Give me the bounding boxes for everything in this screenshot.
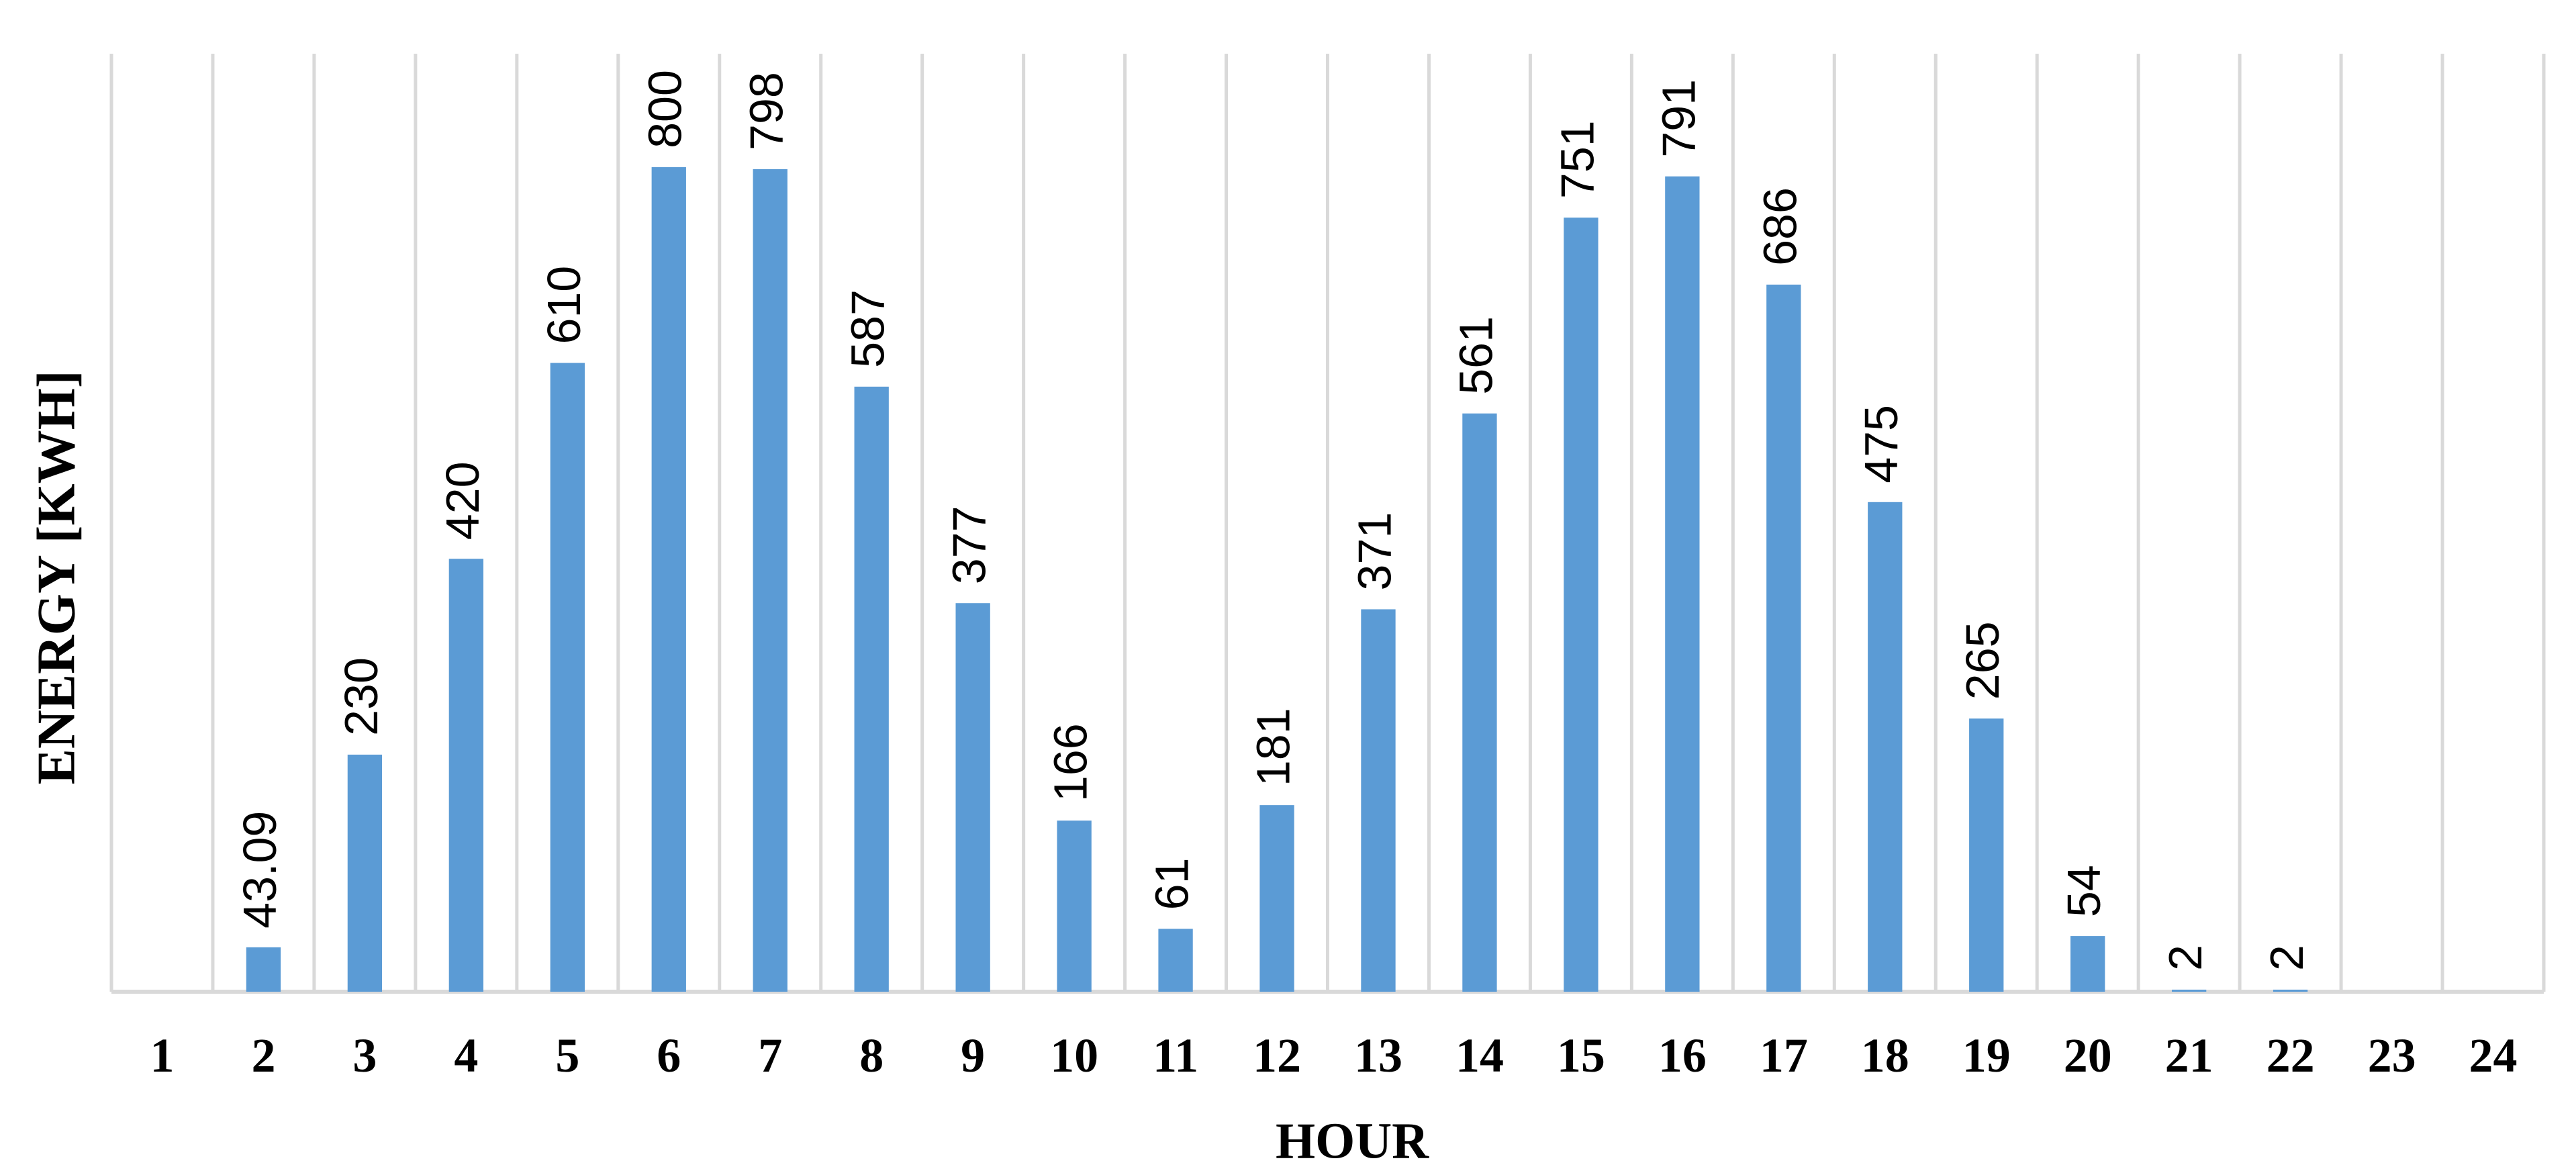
data-label-18: 475	[1855, 405, 1907, 483]
x-tick-label-19: 19	[1962, 1029, 2011, 1082]
bar-6	[651, 167, 686, 992]
x-tick-label-13: 13	[1354, 1029, 1402, 1082]
x-tick-label-1: 1	[150, 1029, 174, 1082]
bar-18	[1868, 502, 1903, 992]
bar-16	[1665, 176, 1700, 992]
data-label-21: 2	[2159, 945, 2211, 971]
x-tick-label-15: 15	[1557, 1029, 1605, 1082]
x-tick-label-4: 4	[454, 1029, 478, 1082]
x-tick-label-17: 17	[1760, 1029, 1808, 1082]
x-tick-label-10: 10	[1050, 1029, 1098, 1082]
data-label-20: 54	[2058, 865, 2110, 917]
x-tick-label-12: 12	[1253, 1029, 1301, 1082]
bar-8	[854, 386, 889, 992]
x-tick-label-6: 6	[657, 1029, 681, 1082]
data-label-13: 371	[1348, 512, 1400, 591]
data-label-8: 587	[842, 289, 894, 368]
x-tick-label-24: 24	[2469, 1029, 2518, 1082]
data-label-5: 610	[538, 266, 590, 344]
data-label-22: 2	[2260, 945, 2313, 971]
data-label-17: 686	[1754, 187, 1806, 266]
x-tick-label-11: 11	[1153, 1029, 1198, 1082]
x-tick-label-5: 5	[555, 1029, 579, 1082]
data-label-19: 265	[1956, 621, 2009, 700]
data-label-10: 166	[1045, 723, 1097, 802]
data-label-16: 791	[1652, 79, 1705, 158]
x-axis-title: HOUR	[1276, 1113, 1429, 1170]
x-tick-label-23: 23	[2368, 1029, 2416, 1082]
bar-19	[1969, 718, 2004, 992]
bar-9	[955, 603, 990, 992]
data-label-4: 420	[436, 461, 489, 540]
bar-13	[1361, 609, 1396, 992]
x-tick-label-14: 14	[1456, 1029, 1504, 1082]
bar-11	[1158, 929, 1193, 992]
bar-4	[448, 559, 484, 992]
x-tick-label-9: 9	[961, 1029, 985, 1082]
x-tick-label-16: 16	[1658, 1029, 1707, 1082]
x-tick-label-20: 20	[2064, 1029, 2112, 1082]
x-tick-label-22: 22	[2267, 1029, 2315, 1082]
y-axis-title: ENERGY [KWH]	[27, 370, 87, 785]
bar-2	[246, 947, 281, 992]
x-tick-label-3: 3	[352, 1029, 377, 1082]
data-label-9: 377	[943, 506, 996, 584]
bar-14	[1462, 413, 1497, 992]
x-tick-label-7: 7	[758, 1029, 782, 1082]
bar-10	[1057, 820, 1092, 992]
bar-7	[753, 169, 788, 992]
bar-20	[2070, 936, 2105, 992]
bar-5	[550, 363, 585, 992]
data-label-15: 751	[1551, 120, 1603, 199]
data-label-3: 230	[335, 657, 387, 736]
x-tick-label-2: 2	[251, 1029, 275, 1082]
bar-21	[2171, 989, 2207, 992]
data-label-7: 798	[741, 72, 793, 150]
data-label-14: 561	[1449, 316, 1502, 395]
data-label-2: 43.09	[234, 811, 286, 929]
data-label-11: 61	[1146, 857, 1198, 910]
bar-22	[2273, 989, 2308, 992]
bar-17	[1766, 284, 1801, 992]
x-tick-label-18: 18	[1861, 1029, 1909, 1082]
bar-15	[1564, 218, 1599, 992]
data-label-12: 181	[1247, 708, 1300, 786]
x-tick-label-8: 8	[859, 1029, 884, 1082]
y-axis-title-area: ENERGY [KWH]	[0, 0, 94, 987]
data-label-6: 800	[639, 70, 691, 148]
x-tick-label-21: 21	[2165, 1029, 2213, 1082]
bar-3	[347, 754, 383, 992]
bar-12	[1259, 805, 1294, 992]
